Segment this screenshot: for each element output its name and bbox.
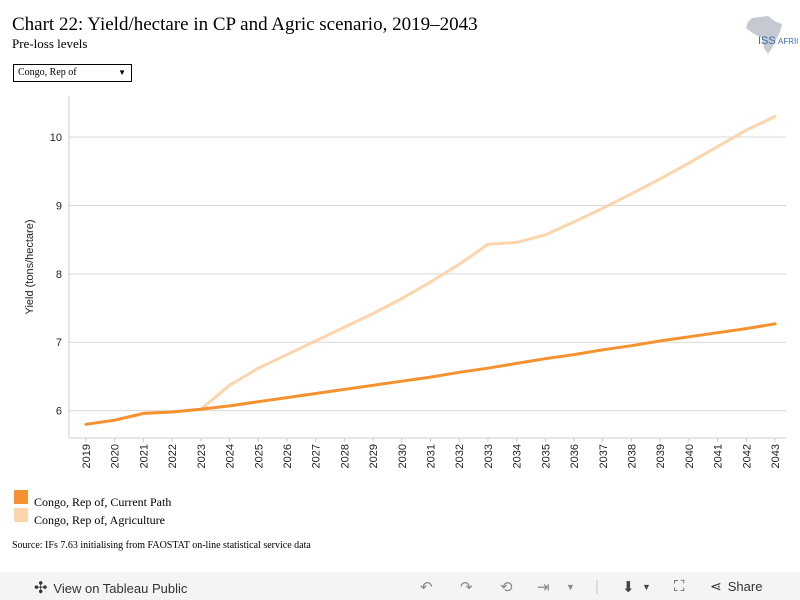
view-on-tableau-label: View on Tableau Public xyxy=(53,580,188,596)
x-tick-label: 2038 xyxy=(626,444,638,468)
line-chart: 6 7 8 9 10 Yield (tons/hectare) 2019 2020 2021 20… xyxy=(24,96,786,468)
y-axis-label: Yield (tons/hectare) xyxy=(24,220,36,315)
x-tick-label: 2030 xyxy=(397,444,409,468)
legend-swatch-agriculture xyxy=(14,508,28,522)
x-tick-label: 2033 xyxy=(483,444,495,468)
chart-title: Chart 22: Yield/hectare in CP and Agric … xyxy=(12,14,478,35)
x-tick-label: 2028 xyxy=(339,444,351,468)
divider: | xyxy=(595,578,599,595)
share-icon: ⋖ xyxy=(710,578,722,594)
y-tick-label: 7 xyxy=(56,337,62,349)
tableau-logo-icon: ✣ xyxy=(34,580,48,597)
refresh-menu-chevron-icon[interactable]: ▼ xyxy=(566,582,575,592)
x-tick-label: 2041 xyxy=(713,444,725,468)
undo-icon[interactable]: ↶ xyxy=(420,579,433,596)
iss-africa-logo: ISS AFRICA xyxy=(746,16,798,54)
chart-subtitle: Pre-loss levels xyxy=(12,36,88,51)
africa-map-icon xyxy=(746,16,782,54)
revert-icon[interactable]: ⟲ xyxy=(500,579,513,596)
y-tick-label: 10 xyxy=(50,132,62,144)
x-tick-label: 2039 xyxy=(655,444,667,468)
country-filter-value: Congo, Rep of xyxy=(18,67,77,78)
x-tick-label: 2036 xyxy=(569,444,581,468)
x-tick-label: 2035 xyxy=(540,444,552,468)
fullscreen-icon[interactable]: ⛶ xyxy=(674,578,685,595)
view-on-tableau-button[interactable]: ✣ View on Tableau Public xyxy=(34,578,187,598)
download-menu-chevron-icon[interactable]: ▼ xyxy=(642,582,651,592)
logo-text: ISS xyxy=(758,35,776,47)
x-tick-label: 2025 xyxy=(253,444,265,468)
country-filter-dropdown[interactable]: Congo, Rep of ▼ xyxy=(13,64,132,82)
x-tick-label: 2024 xyxy=(225,444,237,468)
download-icon[interactable]: ⬇ xyxy=(622,579,635,596)
source-note: Source: IFs 7.63 initialising from FAOST… xyxy=(12,540,311,551)
share-label: Share xyxy=(727,579,763,594)
tableau-toolbar: ✣ View on Tableau Public ↶ ↷ ⟲ ⇥ ▼ | ⬇ ▼… xyxy=(0,572,800,600)
x-tick-label: 2027 xyxy=(311,444,323,468)
axis-layer: 6 7 8 9 10 Yield (tons/hectare) 2019 2020 2021 20… xyxy=(24,96,786,468)
x-tick-label: 2031 xyxy=(426,444,438,468)
legend-label-agriculture: Congo, Rep of, Agriculture xyxy=(34,513,165,527)
redo-icon[interactable]: ↷ xyxy=(460,579,473,596)
legend-swatch-current-path xyxy=(14,490,28,504)
chevron-down-icon: ▼ xyxy=(118,68,126,77)
x-tick-label: 2037 xyxy=(598,444,610,468)
x-tick-label: 2034 xyxy=(512,444,524,468)
x-tick-label: 2020 xyxy=(110,444,122,468)
legend-label-current-path: Congo, Rep of, Current Path xyxy=(34,495,172,509)
x-tick-label: 2019 xyxy=(81,444,93,468)
x-tick-label: 2032 xyxy=(454,444,466,468)
refresh-icon[interactable]: ⇥ xyxy=(537,579,550,596)
y-tick-label: 8 xyxy=(56,269,62,281)
y-tick-label: 6 xyxy=(56,406,62,418)
series-layer xyxy=(84,115,777,426)
x-tick-label: 2026 xyxy=(282,444,294,468)
share-button[interactable]: ⋖ Share xyxy=(710,578,762,595)
x-tick-label: 2040 xyxy=(684,444,696,468)
x-tick-label: 2021 xyxy=(138,444,150,468)
x-tick-label: 2043 xyxy=(770,444,782,468)
x-tick-label: 2023 xyxy=(196,444,208,468)
y-tick-label: 9 xyxy=(56,200,62,212)
x-tick-label: 2022 xyxy=(167,444,179,468)
x-tick-label: 2042 xyxy=(741,444,753,468)
series-line-current-path xyxy=(84,322,777,426)
logo-text-2: AFRICA xyxy=(778,37,798,46)
x-tick-label: 2029 xyxy=(368,444,380,468)
grid-layer xyxy=(69,136,786,412)
